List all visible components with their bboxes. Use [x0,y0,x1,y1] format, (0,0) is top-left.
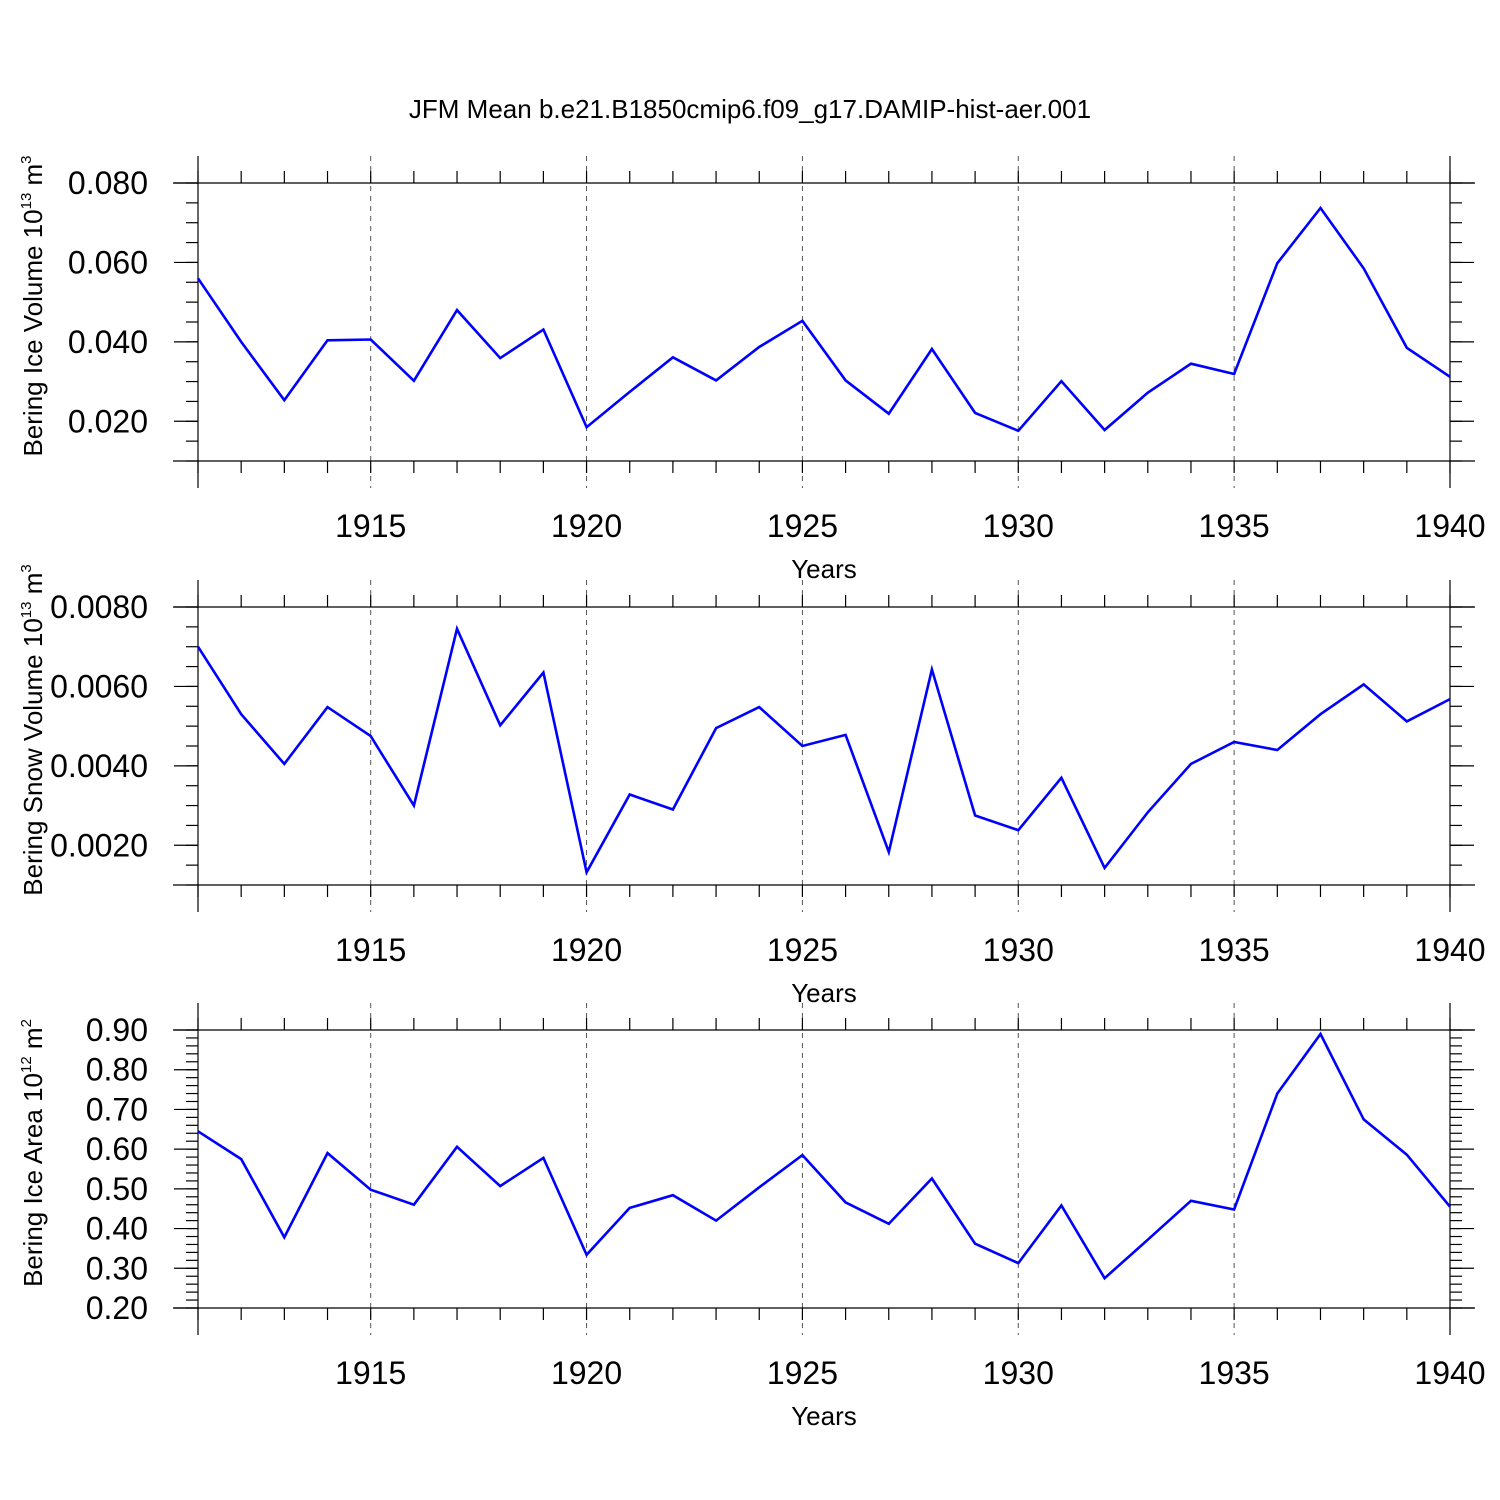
y-tick-label: 0.060 [68,244,148,280]
y-axis-label-unit-exponent: 2 [18,1019,35,1027]
x-tick-label: 1920 [551,1355,622,1391]
y-tick-label: 0.30 [86,1250,148,1286]
y-tick-label: 0.20 [86,1290,148,1326]
x-tick-label: 1930 [983,1355,1054,1391]
y-tick-label: 0.080 [68,165,148,201]
x-tick-label: 1935 [1199,932,1270,968]
series-line-1 [196,205,1451,433]
x-tick-label: 1930 [983,508,1054,544]
y-axis-label: Bering Snow Volume 1013 m3 [18,564,48,895]
x-tick-label: 1935 [1199,1355,1270,1391]
y-tick-label: 0.80 [86,1052,148,1088]
y-axis-label-unit: m [18,164,48,193]
x-tick-label: 1930 [983,932,1054,968]
x-axis-label: Years [791,978,857,1008]
y-axis-label-text: Bering Ice Area 10 [18,1073,48,1287]
y-tick-label: 0.0020 [50,827,148,863]
y-tick-label: 0.90 [86,1012,148,1048]
series-line-3 [197,1031,1451,1281]
chart-title: JFM Mean b.e21.B1850cmip6.f09_g17.DAMIP-… [409,94,1091,124]
y-tick-label: 0.0060 [50,668,148,704]
y-tick-label: 0.70 [86,1091,148,1127]
x-tick-label: 1935 [1199,508,1270,544]
y-axis-label: Bering Ice Area 1012 m2 [18,1019,48,1287]
x-tick-label: 1925 [767,1355,838,1391]
y-axis-label-text: Bering Ice Volume 10 [18,209,48,456]
x-tick-label: 1940 [1414,932,1485,968]
x-tick-label: 1940 [1414,508,1485,544]
x-tick-label: 1925 [767,508,838,544]
chart-panels: 0.020 0.040 0.060 0.080 1915 1920 1925 1930 1935… [18,155,1486,1431]
y-tick-label: 0.0080 [50,589,148,625]
y-axis-label-unit: m [18,1027,48,1056]
y-tick-label: 0.60 [86,1131,148,1167]
y-axis-label-exponent: 13 [18,193,35,210]
panel-2: 0.0020 0.0040 0.0060 0.0080 1915 1920 1925 1930… [18,564,1486,1008]
y-axis-label-exponent: 13 [18,602,35,619]
x-tick-label: 1920 [551,932,622,968]
y-axis-label-exponent: 12 [18,1056,35,1073]
panel-1: 0.020 0.040 0.060 0.080 1915 1920 1925 1930 1935… [18,155,1486,584]
y-tick-label: 0.020 [68,403,148,439]
y-axis-label-unit-exponent: 3 [18,564,35,572]
y-axis-label-unit: m [18,573,48,602]
x-tick-label: 1915 [335,1355,406,1391]
x-tick-label: 1915 [335,508,406,544]
y-axis-label-unit-exponent: 3 [18,155,35,163]
panel-3: 0.20 0.300.40 0.50 0.60 0.700.80 0.90 1915 1920… [18,1003,1486,1431]
y-tick-label: 0.40 [86,1211,148,1247]
y-tick-label: 0.0040 [50,748,148,784]
x-tick-label: 1925 [767,932,838,968]
x-tick-label: 1915 [335,932,406,968]
y-axis-label-text: Bering Snow Volume 10 [18,618,48,896]
x-tick-label: 1920 [551,508,622,544]
x-axis-label: Years [791,1401,857,1431]
series-line-2 [196,624,1451,876]
x-tick-label: 1940 [1414,1355,1485,1391]
x-axis-label: Years [791,554,857,584]
y-axis-label: Bering Ice Volume 1013 m3 [18,155,48,456]
y-tick-label: 0.040 [68,324,148,360]
y-tick-label: 0.50 [86,1171,148,1207]
